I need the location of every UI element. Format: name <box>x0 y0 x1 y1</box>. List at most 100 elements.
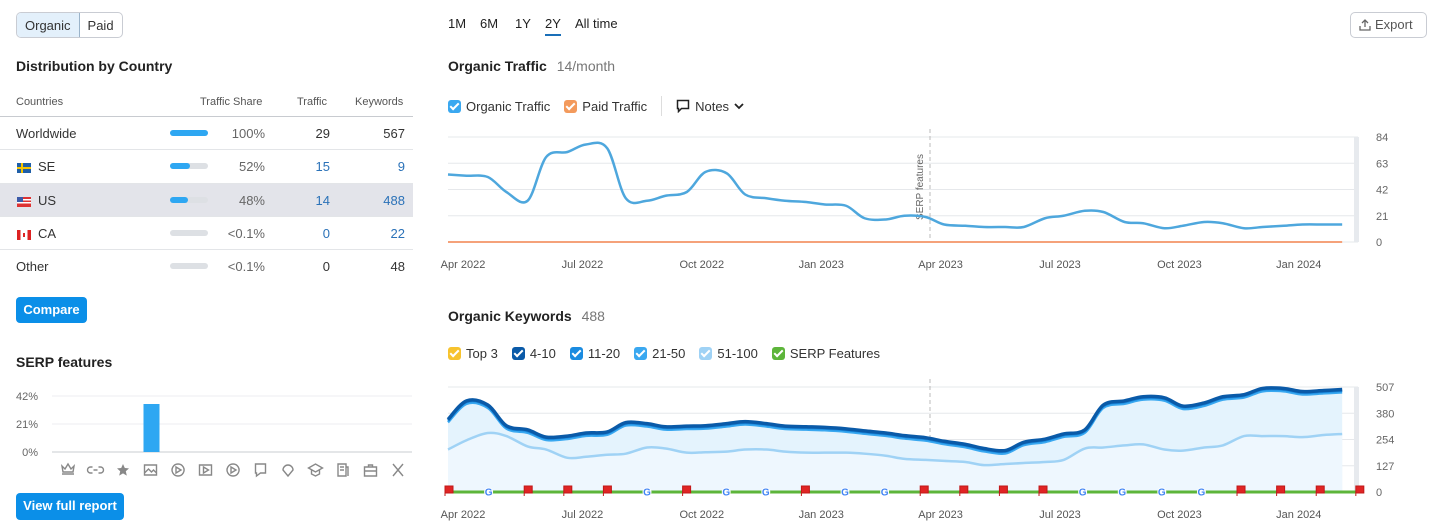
google-update-icon: G <box>1196 487 1206 499</box>
video-carousel-icon <box>226 463 240 477</box>
checkbox-icon <box>448 347 461 360</box>
x-tick-label: Oct 2023 <box>1157 259 1202 271</box>
header-traffic[interactable]: Traffic <box>297 96 327 108</box>
divider <box>661 96 663 116</box>
tab-1y[interactable]: 1Y <box>515 16 531 31</box>
legend-serp-features[interactable]: SERP Features <box>771 346 880 361</box>
tab-1m[interactable]: 1M <box>448 16 467 31</box>
people-also-ask-icon <box>254 463 267 478</box>
chart-scrollbar <box>1354 387 1359 492</box>
traffic-share-bar <box>170 130 208 136</box>
header-traffic-share[interactable]: Traffic Share <box>200 96 263 108</box>
y-tick-label: 507 <box>1376 382 1394 394</box>
traffic-value[interactable]: 14 <box>315 192 330 208</box>
organic-traffic-title: Organic Traffic <box>448 58 547 74</box>
flag-shape <box>444 485 454 496</box>
google-update-icon: G <box>721 487 731 499</box>
tab-2y[interactable]: 2Y <box>545 16 561 36</box>
traffic-type-toggle: Organic Paid <box>16 12 123 38</box>
top-stories-icon <box>337 463 349 477</box>
usa-flag-icon <box>17 195 31 210</box>
flag-shape <box>998 485 1008 496</box>
image-icon <box>143 464 158 476</box>
legend-51-100[interactable]: 51-100 <box>699 346 758 361</box>
serp-bar <box>143 404 160 452</box>
export-button[interactable]: Export <box>1350 12 1427 38</box>
tab-6m[interactable]: 6M <box>480 16 499 31</box>
y-tick-label: 0 <box>1376 237 1382 249</box>
jobs-icon <box>363 464 378 477</box>
compare-button[interactable]: Compare <box>16 297 87 323</box>
icon-shape <box>337 463 349 477</box>
x-tick-label: Jan 2023 <box>799 509 844 521</box>
checkbox-icon <box>448 99 461 113</box>
paid-toggle-button[interactable]: Paid <box>87 18 114 33</box>
x-tick-label: Jan 2024 <box>1276 509 1321 521</box>
flag-note-icon <box>682 485 692 496</box>
icon-shape <box>198 464 213 476</box>
flag-note-icon <box>444 485 454 496</box>
traffic-share-bar <box>170 196 208 203</box>
y-tick-label: 42 <box>1376 185 1388 197</box>
x-tick-label: Jan 2024 <box>1276 259 1321 271</box>
g-bg <box>484 487 494 497</box>
country-row[interactable]: Other <0.1% 0 48 <box>0 249 413 282</box>
google-update-icon: G <box>880 487 890 499</box>
flag-note-icon <box>563 485 573 496</box>
tab-all-time[interactable]: All time <box>575 16 618 31</box>
distribution-title: Distribution by Country <box>16 58 173 74</box>
google-update-icon: G <box>1078 487 1088 499</box>
google-update-icon: G <box>840 487 850 499</box>
keywords-value[interactable]: 9 <box>397 159 405 175</box>
g-bg <box>880 487 890 497</box>
traffic-value: 29 <box>315 126 330 141</box>
reviews-star-icon <box>117 464 129 476</box>
country-name: SE <box>38 159 56 175</box>
legend-organic-traffic[interactable]: Organic Traffic <box>448 99 550 114</box>
star-shape <box>117 464 129 476</box>
flag-note-icon <box>1236 485 1246 496</box>
country-row[interactable]: CA <0.1% 0 22 <box>0 215 413 249</box>
checkbox-icon <box>564 99 578 113</box>
traffic-share-value: 52% <box>238 159 265 175</box>
traffic-value[interactable]: 15 <box>315 159 330 175</box>
traffic-value[interactable]: 0 <box>322 225 330 241</box>
serp-features-annotation: SERP features <box>915 154 926 220</box>
icon-shape <box>226 463 240 477</box>
keywords-value[interactable]: 22 <box>390 225 405 241</box>
notes-dropdown[interactable]: Notes <box>676 99 745 114</box>
keywords-value[interactable]: 488 <box>383 192 405 208</box>
y-tick-label: 21% <box>16 419 38 431</box>
flag-shape <box>800 485 810 496</box>
legend-11-20[interactable]: 11-20 <box>569 346 620 361</box>
x-tick-label: Oct 2022 <box>679 259 724 271</box>
serp-features-chart: 0% 21% 42% <box>16 391 412 478</box>
icon-shape <box>392 463 404 477</box>
legend-paid-traffic[interactable]: Paid Traffic <box>564 99 647 114</box>
legend-label: Organic Traffic <box>466 98 551 114</box>
legend-label: SERP Features <box>789 346 880 361</box>
legend-label: Top 3 <box>466 346 498 361</box>
country-row[interactable]: US 48% 14 488 <box>0 182 413 216</box>
legend-top-3[interactable]: Top 3 <box>448 346 498 361</box>
flag-shape <box>602 485 612 496</box>
organic-toggle-button[interactable]: Organic <box>17 13 80 37</box>
country-row[interactable]: SE 52% 15 9 <box>0 149 413 182</box>
country-row[interactable]: Worldwide 100% 29 567 <box>0 116 413 149</box>
flag-shape <box>919 485 929 496</box>
flag-shape <box>1038 485 1048 496</box>
flag-shape <box>959 485 969 496</box>
serp-features-title: SERP features <box>16 354 113 370</box>
view-full-report-button[interactable]: View full report <box>16 493 124 520</box>
icon-shape <box>86 466 105 474</box>
legend-4-10[interactable]: 4-10 <box>511 346 556 361</box>
knowledge-panel-icon <box>307 463 324 477</box>
x-tick-label: Jan 2023 <box>799 259 844 271</box>
flag-shape <box>1276 485 1286 496</box>
y-tick-label: 254 <box>1376 435 1394 447</box>
traffic-value: 0 <box>322 259 330 275</box>
header-keywords[interactable]: Keywords <box>355 96 404 108</box>
legend-21-50[interactable]: 21-50 <box>634 346 685 361</box>
g-letter: G <box>1079 488 1087 499</box>
notes-label: Notes <box>695 98 730 114</box>
